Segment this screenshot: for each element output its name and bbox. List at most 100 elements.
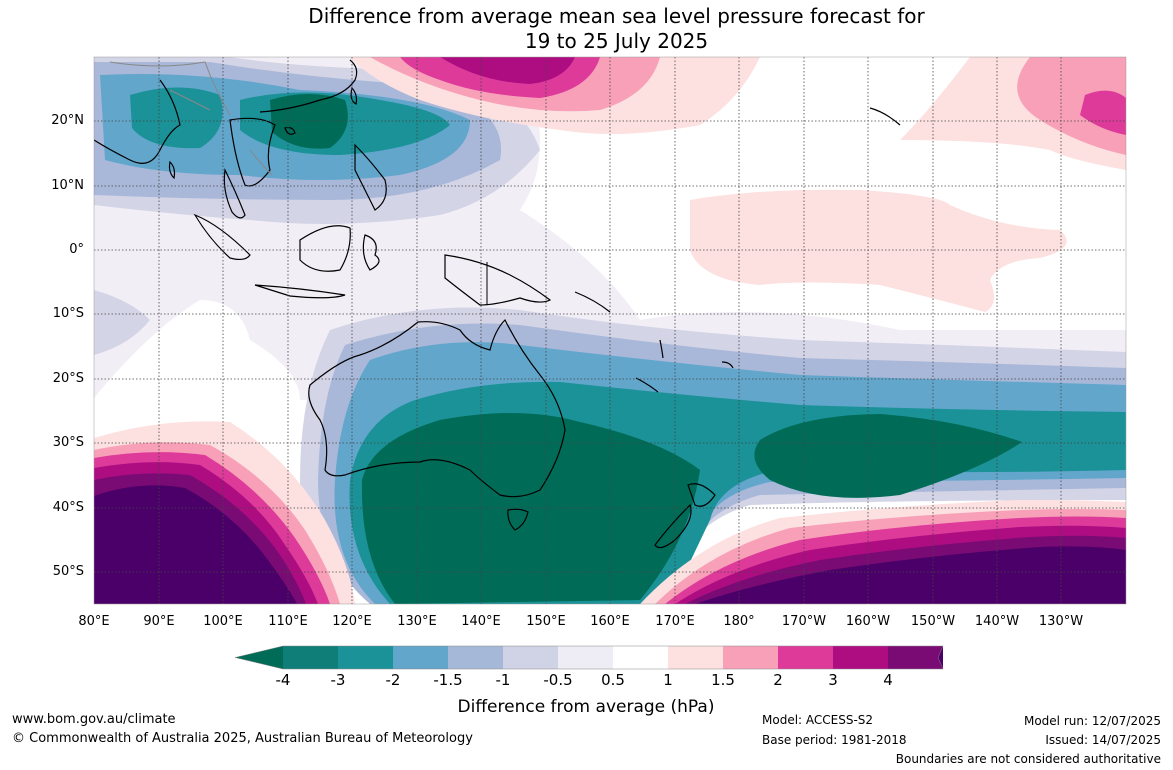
base-period: Base period: 1981-2018	[762, 733, 907, 747]
colorbar-swatch	[668, 646, 723, 669]
longitude-label: 140°E	[461, 614, 501, 629]
equatorial-weak-high	[690, 189, 1067, 312]
sulawesi-coastline	[362, 234, 380, 271]
title-line-1: Difference from average mean sea level p…	[308, 4, 925, 28]
longitude-label: 120°E	[332, 614, 372, 629]
pacific-deep-low	[754, 414, 1022, 498]
new-zealand-north-coastline	[687, 483, 716, 507]
colorbar-tick-label: 1.5	[711, 671, 735, 689]
colorbar-swatch	[503, 646, 558, 669]
latitude-label: 10°S	[52, 306, 84, 321]
china-coastline	[259, 59, 358, 113]
philippines-coastline	[354, 143, 387, 211]
colorbar-tick-label: -3	[330, 671, 346, 689]
northeast-high-core	[1080, 90, 1126, 135]
vanuatu-coastline	[659, 339, 664, 359]
southwest-high-core	[94, 485, 297, 604]
colorbar-tick-label: 2	[773, 671, 783, 689]
longitude-label: 170°W	[781, 614, 827, 629]
colorbar-tick-label: -1	[495, 671, 511, 689]
taiwan-coastline	[350, 86, 358, 105]
colorbar-high-extension	[938, 646, 943, 669]
model-run-date: Model run: 12/07/2025	[1023, 714, 1161, 728]
map-frame	[93, 56, 1127, 605]
colorbar-swatch	[723, 646, 778, 669]
longitude-label: 160°W	[845, 614, 891, 629]
longitude-label: 90°E	[143, 614, 175, 629]
borneo-coastline	[299, 225, 351, 272]
country-borders	[109, 61, 488, 305]
bom-website-link[interactable]: www.bom.gov.au/climate	[12, 712, 176, 727]
colorbar-swatch	[558, 646, 613, 669]
colorbar-low-extension	[235, 646, 283, 669]
longitude-label: 100°E	[203, 614, 243, 629]
colorbar-tick-label: 3	[828, 671, 838, 689]
colorbar-swatch	[338, 646, 393, 669]
graticule	[94, 57, 1126, 604]
fiji-coastline	[721, 361, 734, 369]
longitude-label: 150°E	[526, 614, 566, 629]
map-title: Difference from average mean sea level p…	[0, 4, 1173, 54]
longitude-label: 140°W	[974, 614, 1020, 629]
sri-lanka-coastline	[168, 160, 176, 180]
boundaries-disclaimer: Boundaries are not considered authoritat…	[895, 752, 1161, 766]
asia-borders	[109, 61, 273, 176]
latitude-label: 40°S	[52, 500, 84, 515]
colorbar-swatch	[393, 646, 448, 669]
latitude-label: 0°	[69, 242, 84, 257]
asia-low-core-west	[130, 87, 223, 149]
sumatra-coastline	[193, 213, 251, 261]
contour-fields	[94, 57, 1126, 604]
latitude-label: 20°N	[51, 113, 84, 128]
colorbar-tick-label: -0.5	[543, 671, 573, 689]
australia-coastline	[308, 318, 566, 498]
coastlines	[94, 59, 901, 549]
indian-ocean-weak-low	[94, 290, 150, 355]
longitude-label: 130°E	[397, 614, 437, 629]
longitude-label: 170°E	[655, 614, 695, 629]
issued-date: Issued: 14/07/2025	[1045, 733, 1161, 747]
southeast-high-core	[695, 546, 1126, 604]
colorbar-tick-label: -2	[385, 671, 401, 689]
hawaii-coastline	[869, 107, 901, 126]
latitude-label: 30°S	[52, 435, 84, 450]
colorbar-swatch	[448, 646, 503, 669]
colorbar-label: Difference from average (hPa)	[457, 697, 715, 717]
india-coastline	[94, 79, 181, 164]
colorbar-tick-label: -4	[275, 671, 291, 689]
longitude-label: 160°E	[590, 614, 630, 629]
colorbar-tick-label: 4	[883, 671, 893, 689]
copyright-notice: © Commonwealth of Australia 2025, Austra…	[12, 731, 473, 746]
latitude-label: 50°S	[52, 564, 84, 579]
longitude-label: 80°E	[78, 614, 110, 629]
colorbar-swatch	[283, 646, 338, 669]
solomon-islands-coastline	[574, 291, 611, 313]
colorbar	[234, 645, 944, 670]
colorbar-tick-label: 1	[663, 671, 673, 689]
north-pacific-high-core	[440, 57, 575, 84]
southwest-clear-zone	[94, 300, 300, 430]
latitude-label: 10°N	[51, 178, 84, 193]
new-guinea-coastline	[444, 254, 552, 306]
latitude-label: 20°S	[52, 371, 84, 386]
colorbar-swatch	[613, 646, 668, 669]
malay-peninsula-coastline	[223, 168, 246, 219]
colorbar-tick-label: -1.5	[433, 671, 463, 689]
hainan-coastline	[284, 126, 296, 135]
java-coastline	[254, 284, 346, 299]
longitude-label: 130°W	[1038, 614, 1084, 629]
new-zealand-south-coastline	[654, 503, 692, 549]
longitude-label: 150°W	[910, 614, 956, 629]
colorbar-tick-label: 0.5	[601, 671, 625, 689]
northeast-high-mid	[1017, 57, 1126, 155]
longitude-label: 180°	[723, 614, 755, 629]
longitude-label: 110°E	[268, 614, 308, 629]
model-name: Model: ACCESS-S2	[762, 713, 874, 727]
colorbar-swatch	[888, 646, 943, 669]
title-line-2: 19 to 25 July 2025	[524, 29, 709, 53]
colorbar-swatch	[778, 646, 833, 669]
tasmania-coastline	[507, 508, 529, 531]
colorbar-swatch	[833, 646, 888, 669]
colorbar-outline	[234, 645, 944, 670]
